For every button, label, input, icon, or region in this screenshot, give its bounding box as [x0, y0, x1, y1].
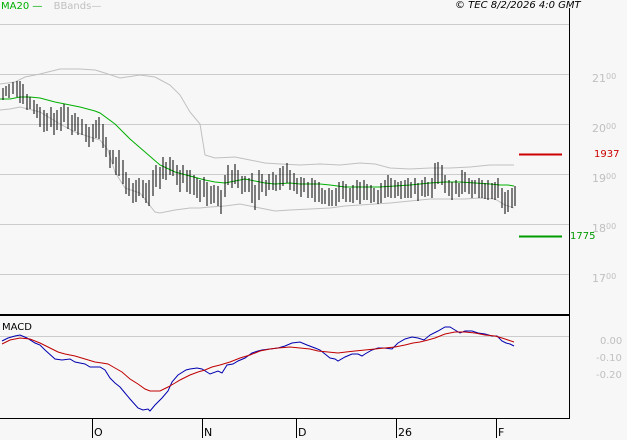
copyright-timestamp: © TEC 8/2/2026 4:0 GMT [455, 0, 581, 11]
x-axis-label-2026: 26 [398, 426, 412, 439]
macd-axis-label-0: 0.00 [600, 336, 623, 347]
legend-bbands-swatch: — [91, 1, 102, 12]
x-axis-label-nov: N [204, 426, 213, 439]
legend-ma20: MA20 [1, 1, 30, 12]
price-axis-label-1900: 1900 [592, 172, 616, 185]
resistance-label: 1937 [594, 149, 620, 160]
price-axis-sub: 00 [606, 222, 617, 231]
macd-signal-line [1, 331, 515, 392]
price-axis-label-1700: 1700 [592, 272, 616, 285]
legend-ma20-swatch: — [29, 1, 43, 12]
bollinger-upper [0, 68, 514, 170]
legend-bbands: BBands [53, 1, 92, 12]
price-axis-label-1800: 1800 [592, 222, 616, 235]
macd-line [1, 326, 515, 412]
ma20-line [0, 96, 515, 188]
price-axis-main: 20 [592, 122, 606, 135]
price-axis-main: 18 [592, 222, 606, 235]
price-axis-main: 21 [592, 72, 606, 85]
price-gridlines [0, 24, 569, 275]
price-bars [2, 81, 516, 214]
price-axis-label-2100: 2100 [592, 72, 616, 85]
chart-legend: MA20 — BBands— [1, 1, 101, 12]
macd-axis-label-neg020: -0.20 [596, 370, 622, 381]
price-axis-sub: 00 [606, 122, 617, 131]
macd-axis-label-neg010: -0.10 [596, 353, 622, 364]
price-axis-sub: 00 [606, 272, 617, 281]
x-axis-label-oct: O [94, 426, 103, 439]
support-label: 1775 [570, 231, 596, 242]
price-axis-main: 17 [592, 272, 606, 285]
price-axis-label-2000: 2000 [592, 122, 616, 135]
macd-title: MACD [2, 322, 32, 333]
x-axis-label-feb: F [498, 426, 505, 439]
price-axis-sub: 00 [606, 72, 617, 81]
price-axis-sub: 00 [606, 172, 617, 181]
x-axis-label-dec: D [298, 426, 307, 439]
price-axis-main: 19 [592, 172, 606, 185]
bollinger-lower [0, 106, 515, 214]
